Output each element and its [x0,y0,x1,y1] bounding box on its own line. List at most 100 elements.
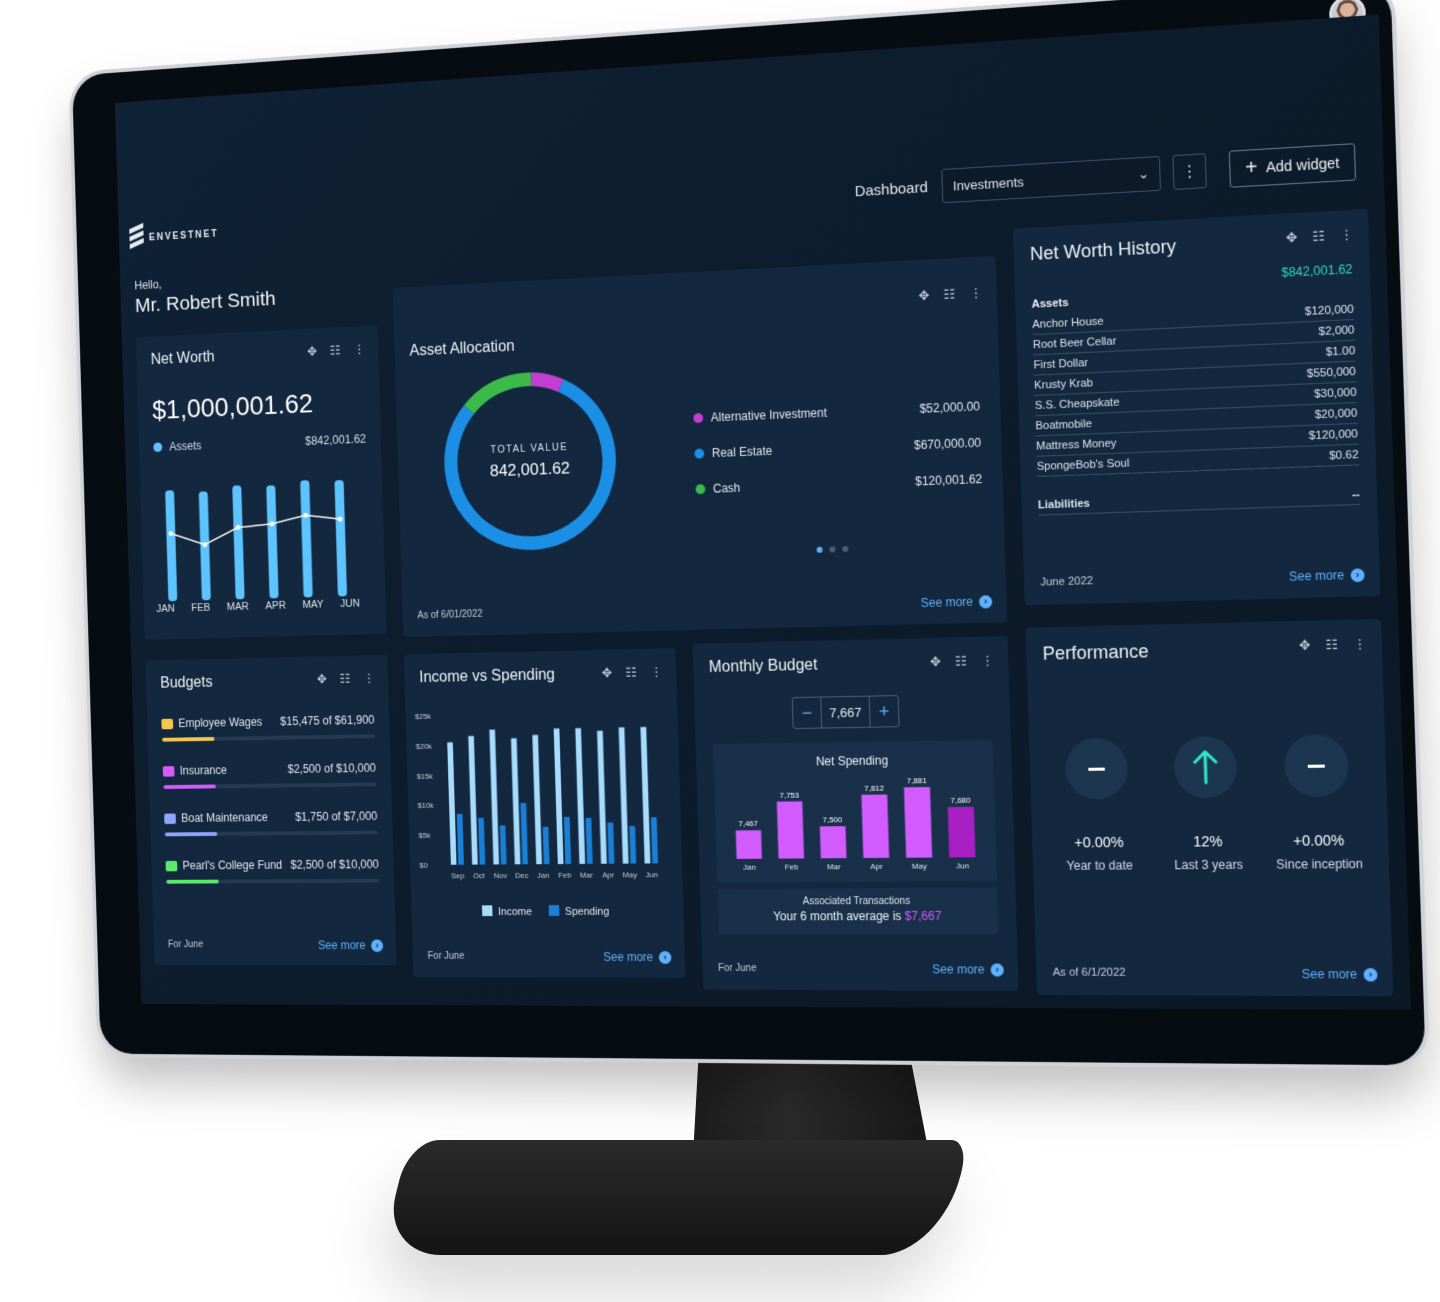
budget-progress-fill [165,832,218,836]
legend-income: Income [482,905,532,918]
ivs-bar-spending[interactable] [457,814,464,865]
ivs-bar-spending[interactable] [651,817,658,863]
kebab-icon[interactable]: ⋮ [981,653,995,669]
hierarchy-icon[interactable]: ☷ [1312,228,1325,245]
ivs-bar-income[interactable] [489,730,499,865]
net-spending-bar[interactable] [820,826,847,858]
ivs-bar-spending[interactable] [607,823,614,864]
ivs-bar-income[interactable] [532,735,542,864]
budget-item[interactable]: Pearl's College Fund $2,500 of $10,000 [165,858,379,897]
increment-button[interactable]: + [870,696,899,727]
hierarchy-icon[interactable]: ☷ [1325,637,1338,654]
ivs-bar-spending[interactable] [500,825,507,864]
budget-row: Employee Wages $15,475 of $61,900 [161,713,374,730]
ivs-bar-spending[interactable] [586,818,593,864]
ivs-bar-income[interactable] [447,742,456,864]
move-icon[interactable]: ✥ [1299,637,1311,654]
kebab-icon[interactable]: ⋮ [650,664,663,680]
see-more-label: See more [603,950,653,964]
ivs-bar-income[interactable] [575,728,585,864]
kebab-icon[interactable]: ⋮ [353,341,365,357]
budget-item[interactable]: Employee Wages $15,475 of $61,900 [161,713,375,755]
net-worth-bar[interactable] [165,490,177,601]
associated-transactions[interactable]: Associated Transactions Your 6 month ave… [718,887,999,934]
performance-value: +0.00% [1042,833,1156,850]
net-worth-bar[interactable] [232,485,244,599]
hierarchy-icon[interactable]: ☷ [943,286,955,303]
move-icon[interactable]: ✥ [918,288,929,305]
liabilities-label: Liabilities [1038,497,1090,511]
ivs-bar-income[interactable] [640,727,650,864]
decrement-button[interactable]: − [793,698,821,728]
performance-indicator [1065,738,1129,800]
kebab-icon[interactable]: ⋮ [1339,226,1353,243]
add-widget-button[interactable]: + Add widget [1229,143,1356,188]
ivs-bar-spending[interactable] [629,826,636,864]
ivs-bar-income[interactable] [554,728,564,864]
net-spending-bar[interactable] [948,807,976,858]
greeting-hello: Hello, [134,278,162,293]
net-spending-title: Net Spending [713,752,993,770]
more-options-button[interactable]: ⋮ [1172,153,1207,190]
liabilities-row[interactable]: Liabilities -- [1038,484,1360,515]
kebab-icon[interactable]: ⋮ [969,285,983,302]
budget-progress-fill [166,880,219,884]
month-label: FEB [191,602,210,614]
net-spending-bar[interactable] [777,801,804,858]
see-more-label: See more [920,595,973,610]
hierarchy-icon[interactable]: ☷ [955,653,967,669]
ivs-bar-income[interactable] [619,727,629,863]
x-tick-label: Dec [515,871,529,880]
kebab-icon[interactable]: ⋮ [1353,636,1367,653]
assets-legend-dot [153,442,162,452]
hierarchy-icon[interactable]: ☷ [625,665,637,681]
graduation-cap-icon [166,860,178,871]
pager-dot[interactable] [829,546,835,552]
ivs-bar-spending[interactable] [543,827,550,864]
ivs-bar-income[interactable] [597,731,607,864]
ivs-bar-spending[interactable] [478,818,485,865]
see-more-link[interactable]: See more › [1289,567,1365,584]
net-spending-bar[interactable] [736,830,762,859]
dashboard-view-select[interactable]: Investments ⌄ [941,156,1161,203]
pager-dot[interactable] [842,546,848,552]
move-icon[interactable]: ✥ [317,672,327,688]
x-tick-label: Jun [645,870,658,879]
chevron-right-icon: › [979,595,993,608]
see-more-label: See more [1289,568,1345,584]
ivs-bar-spending[interactable] [564,817,571,864]
move-icon[interactable]: ✥ [1286,229,1298,246]
ivs-bar-income[interactable] [468,736,477,865]
net-spending-bar[interactable] [904,787,932,858]
see-more-link[interactable]: See more › [932,962,1004,976]
card-tools: ✥ ☷ ⋮ [317,671,376,688]
see-more-link[interactable]: See more › [318,938,383,952]
pager-dot[interactable] [817,547,823,553]
see-more-link[interactable]: See more › [603,950,671,964]
y-tick-label: $0 [419,861,428,870]
net-worth-bar[interactable] [300,480,313,597]
see-more-link[interactable]: See more › [1301,967,1377,982]
budget-item[interactable]: Boat Maintenance $1,750 of $7,000 [164,809,378,849]
stepper-value[interactable]: 7,667 [820,697,870,728]
card-tools: ✥ ☷ ⋮ [1299,636,1367,654]
envestnet-logo[interactable]: ENVESTNET [129,221,219,251]
hierarchy-icon[interactable]: ☷ [339,671,350,687]
move-icon[interactable]: ✥ [930,654,941,670]
kebab-icon[interactable]: ⋮ [363,671,375,687]
hierarchy-icon[interactable]: ☷ [330,343,341,359]
dashboard-screen: ENVESTNET Dashboard Investments ⌄ ⋮ + Ad… [115,15,1411,1010]
y-tick-label: $10k [417,801,433,810]
move-icon[interactable]: ✥ [307,344,317,360]
move-icon[interactable]: ✥ [602,665,613,681]
see-more-link[interactable]: See more › [920,594,992,610]
bar-data-label: 7,680 [950,795,970,805]
net-spending-bar[interactable] [861,794,889,858]
budget-amount: $15,475 of $61,900 [280,713,375,728]
ivs-bar-spending[interactable] [520,803,528,864]
see-more-label: See more [932,962,985,976]
net-worth-bar[interactable] [266,485,278,598]
ivs-bar-income[interactable] [511,738,520,864]
budget-item[interactable]: Insurance $2,500 of $10,000 [163,761,377,802]
net-worth-bar[interactable] [334,480,347,596]
